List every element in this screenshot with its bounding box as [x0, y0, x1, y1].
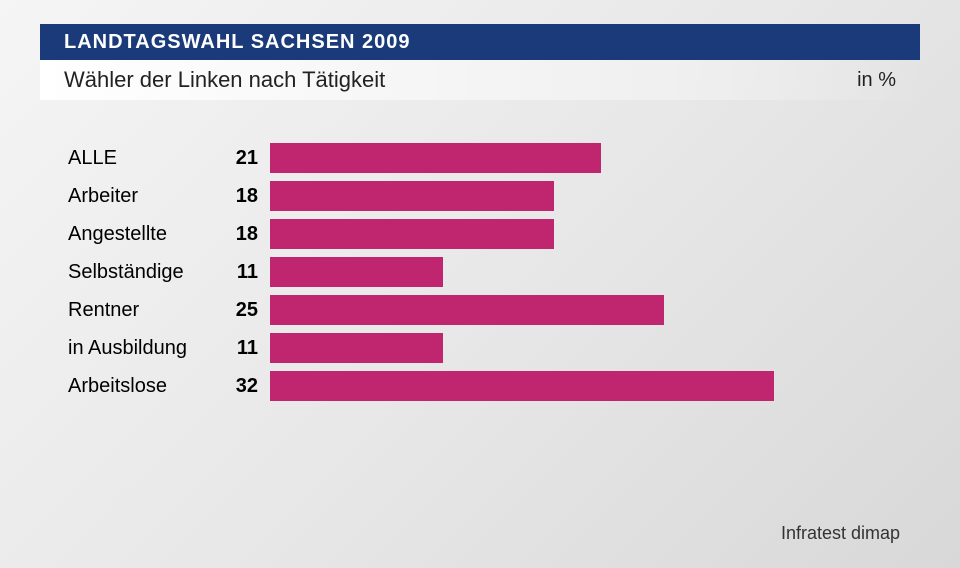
row-label: ALLE: [60, 147, 220, 170]
header-banner: LANDTAGSWAHL SACHSEN 2009: [40, 24, 920, 60]
row-value: 11: [220, 261, 270, 284]
row-value: 25: [220, 299, 270, 322]
bar-container: [270, 143, 900, 173]
bar-fill: [270, 257, 443, 287]
bar-container: [270, 333, 900, 363]
chart-subtitle: Wähler der Linken nach Tätigkeit: [64, 67, 385, 93]
bar-fill: [270, 219, 554, 249]
row-value: 21: [220, 147, 270, 170]
chart-area: ALLE21Arbeiter18Angestellte18Selbständig…: [60, 140, 900, 404]
bar-fill: [270, 295, 664, 325]
row-label: Angestellte: [60, 223, 220, 246]
bar-fill: [270, 181, 554, 211]
chart-row: Selbständige11: [60, 254, 900, 290]
bar-fill: [270, 333, 443, 363]
row-label: Selbständige: [60, 261, 220, 284]
bar-container: [270, 181, 900, 211]
row-value: 11: [220, 337, 270, 360]
bar-container: [270, 257, 900, 287]
bar-container: [270, 219, 900, 249]
source-credit: Infratest dimap: [781, 523, 900, 544]
bar-container: [270, 295, 900, 325]
unit-label: in %: [857, 69, 896, 92]
subtitle-row: Wähler der Linken nach Tätigkeit in %: [40, 60, 920, 100]
chart-row: Rentner25: [60, 292, 900, 328]
row-label: Rentner: [60, 299, 220, 322]
row-label: in Ausbildung: [60, 337, 220, 360]
bar-container: [270, 371, 900, 401]
row-value: 18: [220, 223, 270, 246]
row-value: 18: [220, 185, 270, 208]
row-label: Arbeiter: [60, 185, 220, 208]
bar-fill: [270, 371, 774, 401]
chart-row: Arbeiter18: [60, 178, 900, 214]
chart-row: in Ausbildung11: [60, 330, 900, 366]
chart-row: Arbeitslose32: [60, 368, 900, 404]
banner-title: LANDTAGSWAHL SACHSEN 2009: [64, 31, 411, 54]
chart-row: Angestellte18: [60, 216, 900, 252]
chart-row: ALLE21: [60, 140, 900, 176]
row-label: Arbeitslose: [60, 375, 220, 398]
bar-fill: [270, 143, 601, 173]
row-value: 32: [220, 375, 270, 398]
